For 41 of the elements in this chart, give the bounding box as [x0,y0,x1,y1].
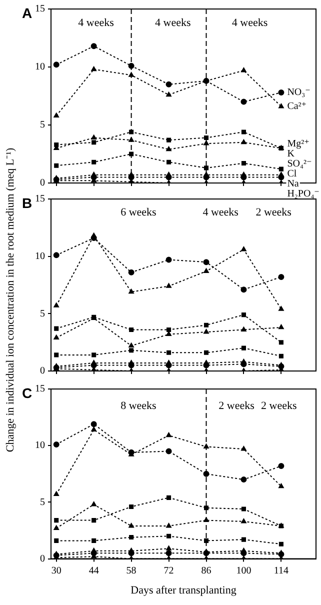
series-label: K [287,148,296,160]
y-tick-label: 5 [40,496,45,508]
annotation: 4 weeks [78,16,114,29]
series-label: Cl [287,168,297,180]
series-label: Ca²⁺ [287,101,307,112]
chart-title: C [22,384,32,401]
annotation: 4 weeks [155,16,191,29]
chart-title: B [22,194,32,211]
series-label: Na [287,178,300,190]
x-tick-label: 72 [164,565,174,576]
x-tick-label: 100 [236,565,252,576]
annotation: 4 weeks [232,16,268,29]
x-tick-label: 86 [201,565,212,576]
y-tick-label: 10 [35,62,45,73]
annotation: 2 weeks [218,400,254,412]
series-label: NO₃⁻ [287,87,310,98]
series-label: H₂PO₄⁻ [287,188,320,200]
y-tick-label: 15 [35,4,45,15]
y-tick-label: 0 [40,553,45,564]
x-tick-label: 58 [126,565,136,576]
y-tick-label: 15 [35,384,45,395]
y-axis-title: Change in individual ion concentration in the root medium (meq L⁻¹) [4,148,16,452]
x-axis-title: Days after transplanting [130,584,237,596]
y-tick-label: 15 [35,194,45,205]
chart-title: A [22,4,32,21]
annotation: 4 weeks [202,206,238,219]
y-tick-label: 5 [40,120,45,131]
annotation: 6 weeks [120,206,156,219]
y-tick-label: 10 [35,440,45,452]
y-tick-label: 0 [40,366,45,377]
annotation: 2 weeks [256,206,292,219]
x-tick-label: 30 [51,565,62,576]
series-label: Mg²⁺ [287,138,310,150]
annotation: 2 weeks [261,400,297,412]
annotation: 8 weeks [120,400,156,412]
x-tick-label: 114 [274,565,289,576]
x-tick-label: 44 [88,565,99,576]
series-label: SO₄²⁻ [287,158,312,170]
y-tick-label: 5 [40,308,45,320]
y-tick-label: 10 [35,250,45,262]
y-tick-label: 0 [40,178,45,189]
